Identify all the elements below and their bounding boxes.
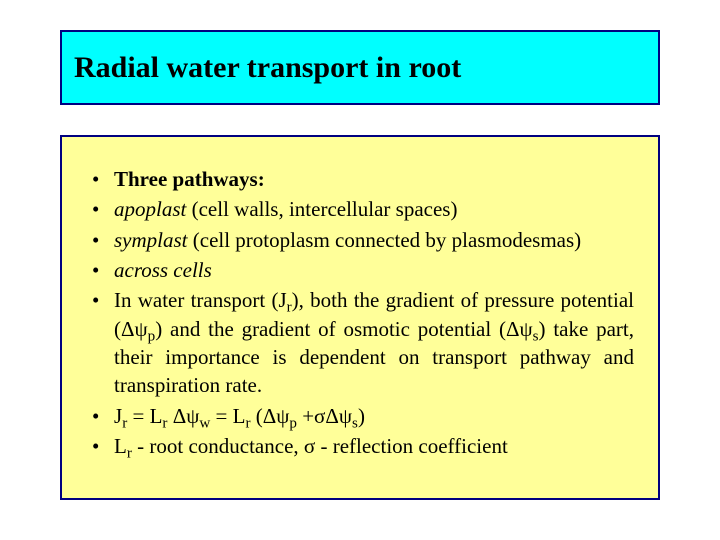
content-box: Three pathways: apoplast (cell walls, in… — [60, 135, 660, 500]
b7-a: L — [114, 434, 127, 458]
b6-a: J — [114, 404, 122, 428]
b5-part-c: ) and the gradient of osmotic potential … — [155, 317, 532, 341]
title-box: Radial water transport in root — [60, 30, 660, 105]
bullet-2: apoplast (cell walls, intercellular spac… — [86, 195, 634, 223]
b6-s5: p — [289, 415, 297, 431]
b6-g: ) — [358, 404, 365, 428]
bullet-5: In water transport (Jr), both the gradie… — [86, 286, 634, 399]
bullet-3-term: symplast — [114, 228, 188, 252]
b6-s3: w — [199, 415, 210, 431]
b6-e: (Δψ — [251, 404, 290, 428]
bullet-7: Lr - root conductance, σ - reflection co… — [86, 432, 634, 460]
bullet-2-rest: (cell walls, intercellular spaces) — [186, 197, 457, 221]
bullet-6: Jr = Lr Δψw = Lr (Δψp +σΔψs) — [86, 402, 634, 430]
bullet-list: Three pathways: apoplast (cell walls, in… — [86, 165, 634, 460]
b6-d: = L — [210, 404, 245, 428]
b6-b: = L — [127, 404, 162, 428]
b5-part-a: In water transport (J — [114, 288, 287, 312]
bullet-3-rest: (cell protoplasm connected by plasmodesm… — [188, 228, 582, 252]
bullet-2-term: apoplast — [114, 197, 186, 221]
b6-c: Δψ — [167, 404, 199, 428]
bullet-4-text: across cells — [114, 258, 212, 282]
b7-b: - root conductance, σ - reflection coeff… — [132, 434, 508, 458]
bullet-3: symplast (cell protoplasm connected by p… — [86, 226, 634, 254]
b6-f: +σΔψ — [297, 404, 352, 428]
bullet-1: Three pathways: — [86, 165, 634, 193]
bullet-4: across cells — [86, 256, 634, 284]
bullet-1-text: Three pathways: — [114, 167, 265, 191]
slide-title: Radial water transport in root — [74, 51, 461, 85]
